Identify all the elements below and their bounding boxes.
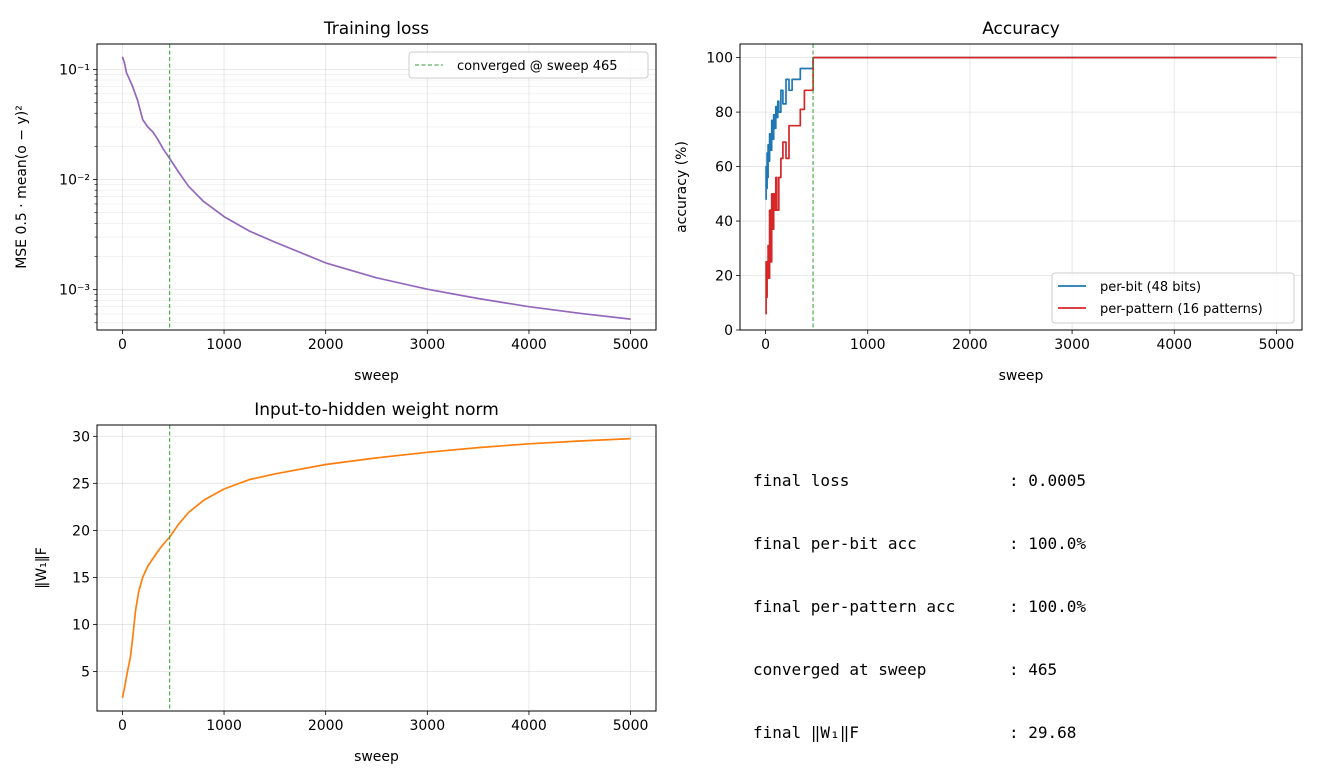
legend-label: per-bit (48 bits)	[1100, 280, 1201, 295]
axes-frame	[96, 43, 657, 331]
x-tick-label: 5000	[613, 718, 649, 734]
summary-row: final ‖W₁‖F : 29.68	[753, 722, 1086, 743]
summary-key: final loss	[753, 471, 850, 490]
x-axis-label: sweep	[354, 749, 399, 765]
summary-value: : 0.0005	[1009, 471, 1087, 490]
x-tick-label: 0	[118, 718, 127, 734]
x-tick-label: 4000	[511, 718, 547, 734]
weight-norm-panel: 0 1000 2000 3000 4000 5000 5 10 15 20 25 30 Input-to…	[34, 400, 657, 765]
x-tick-label: 5000	[613, 337, 649, 353]
y-tick-label: 15	[72, 570, 90, 586]
x-tick-label: 0	[118, 337, 127, 353]
x-tick-label: 1000	[206, 718, 242, 734]
summary-key: converged at sweep	[753, 660, 927, 679]
summary-row: final loss : 0.0005	[753, 470, 1086, 491]
y-tick-label: 25	[72, 476, 90, 492]
x-tick-label: 3000	[1054, 337, 1090, 353]
x-tick-label: 3000	[409, 337, 445, 353]
summary-text: final loss : 0.0005 final per-bit acc : 10…	[753, 428, 1086, 764]
summary-key: final ‖W₁‖F	[753, 723, 859, 742]
x-tick-label: 1000	[206, 337, 242, 353]
summary-key: final per-bit acc	[753, 534, 917, 553]
x-axis-label: sweep	[354, 368, 399, 384]
x-axis-label: sweep	[999, 368, 1044, 384]
y-tick-label: 10⁻²	[59, 173, 90, 189]
x-tick-label: 2000	[952, 337, 988, 353]
y-tick-label: 80	[715, 105, 733, 121]
legend-box	[1051, 272, 1295, 324]
summary-value: : 100.0%	[1009, 534, 1087, 553]
x-tick-label: 5000	[1259, 337, 1295, 353]
chart-title: Input-to-hidden weight norm	[254, 400, 499, 420]
axes-frame	[96, 424, 657, 712]
y-tick-label: 20	[715, 269, 733, 285]
y-tick-label: 10⁻³	[59, 283, 90, 299]
summary-value: : 100.0%	[1009, 597, 1087, 616]
x-tick-label: 4000	[1156, 337, 1192, 353]
x-tick-label: 4000	[511, 337, 547, 353]
y-axis-label: accuracy (%)	[674, 141, 690, 233]
loss-panel: 0 1000 2000 3000 4000 5000 10⁻¹ 10⁻² 10⁻³ Trainin…	[14, 19, 657, 384]
series-line	[121, 437, 631, 698]
x-tick-label: 2000	[308, 718, 344, 734]
y-axis-label: ‖W₁‖F	[34, 547, 50, 589]
y-tick-label: 5	[81, 664, 90, 680]
summary-row: final per-pattern acc : 100.0%	[753, 596, 1086, 617]
summary-value: : 29.68	[1009, 723, 1077, 742]
x-tick-label: 3000	[409, 718, 445, 734]
summary-row: converged at sweep : 465	[753, 659, 1086, 680]
axes-frame	[739, 43, 1303, 331]
y-tick-label: 20	[72, 523, 90, 539]
x-tick-label: 2000	[308, 337, 344, 353]
series-line	[765, 56, 1277, 315]
series-line	[765, 56, 1277, 201]
y-tick-label: 10⁻¹	[59, 62, 90, 78]
legend-box	[408, 51, 649, 79]
legend-label: converged @ sweep 465	[457, 59, 618, 74]
legend-label: per-pattern (16 patterns)	[1100, 302, 1263, 317]
y-tick-label: 100	[706, 51, 733, 67]
y-tick-label: 0	[724, 323, 733, 339]
chart-title: Accuracy	[982, 19, 1060, 39]
y-tick-label: 40	[715, 214, 733, 230]
summary-row: final per-bit acc : 100.0%	[753, 533, 1086, 554]
x-tick-label: 1000	[850, 337, 886, 353]
x-tick-label: 0	[761, 337, 770, 353]
summary-key: final per-pattern acc	[753, 597, 956, 616]
summary-value: : 465	[1009, 660, 1058, 679]
chart-title: Training loss	[323, 19, 429, 39]
y-tick-label: 10	[72, 617, 90, 633]
y-tick-label: 60	[715, 160, 733, 176]
y-axis-label: MSE 0.5 · mean(o − y)²	[14, 105, 30, 269]
series-line	[121, 56, 631, 320]
accuracy-panel: 0 1000 2000 3000 4000 5000 0 20 40 60 80 100 Accurac…	[674, 19, 1303, 384]
y-tick-label: 30	[72, 429, 90, 445]
